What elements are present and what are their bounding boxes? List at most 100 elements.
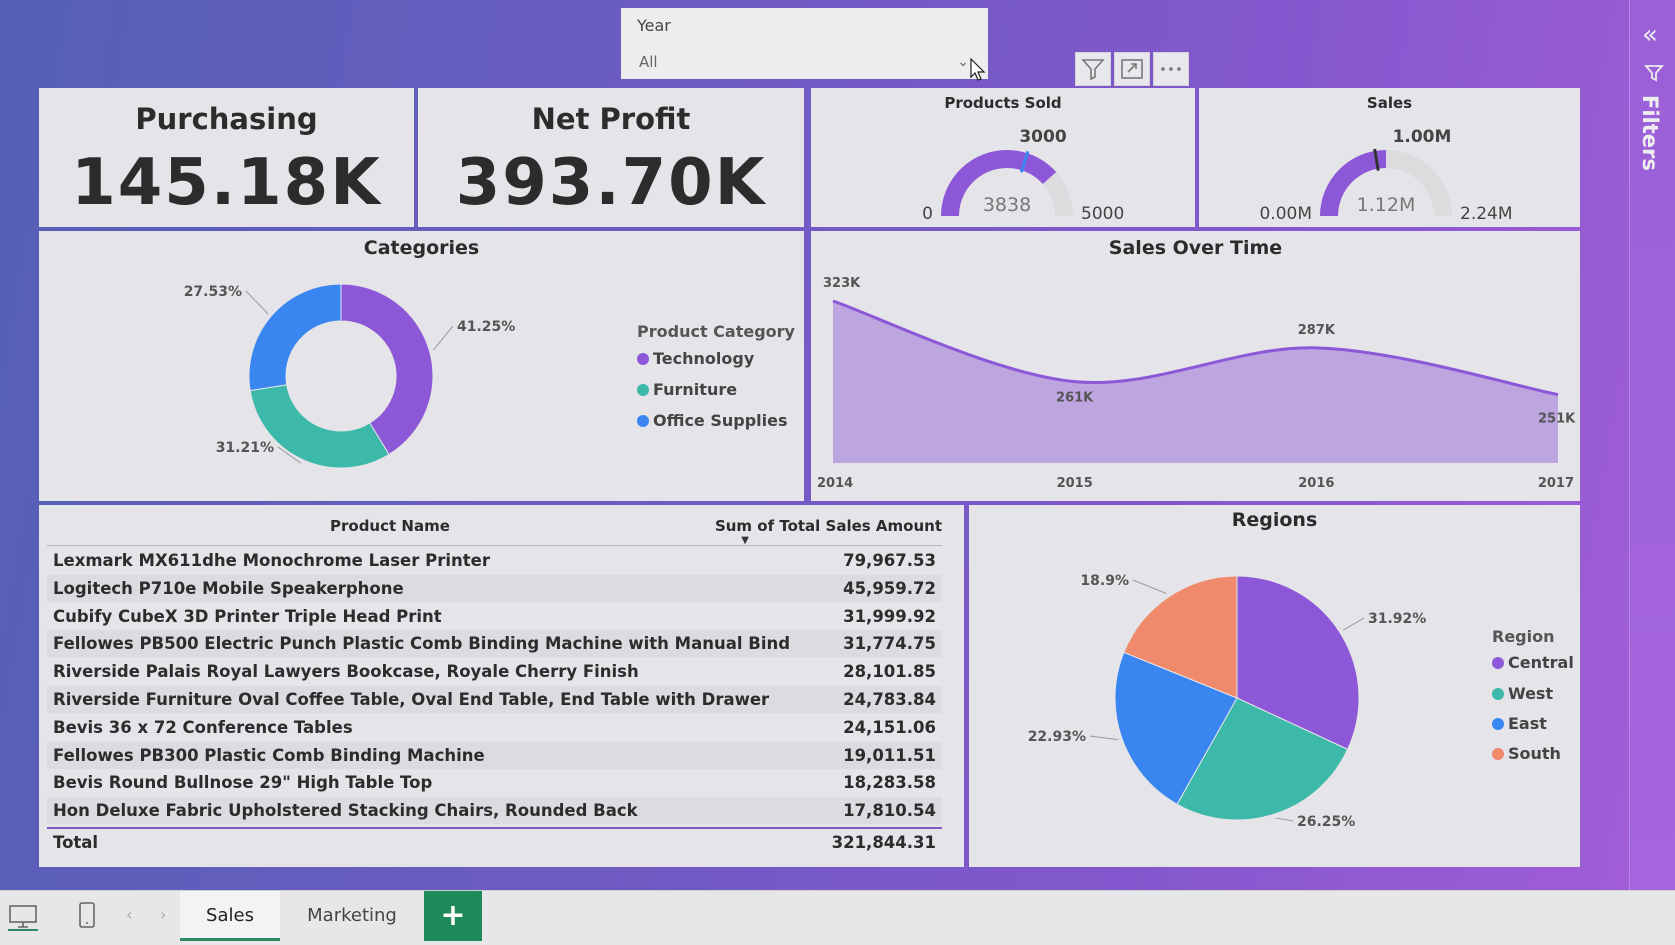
donut-leader-line <box>277 446 302 464</box>
product-name-cell: Lexmark MX611dhe Monochrome Laser Printe… <box>53 551 490 570</box>
chevron-left-icon[interactable]: ‹ <box>126 905 133 924</box>
sales-amount-cell: 28,101.85 <box>843 662 936 682</box>
categories-title: Categories <box>363 237 480 259</box>
column-header-product-name[interactable]: Product Name <box>330 517 450 535</box>
tab-marketing[interactable]: Marketing <box>307 905 397 926</box>
gauge-title: Products Sold <box>944 94 1062 112</box>
table-row[interactable]: Fellowes PB300 Plastic Comb Binding Mach… <box>47 741 942 769</box>
focus-mode-icon[interactable] <box>1114 52 1150 86</box>
area-line <box>832 299 1559 397</box>
donut-slice-label: 27.53% <box>184 284 242 300</box>
add-page-button[interactable]: + <box>424 891 482 941</box>
product-name-cell: Bevis 36 x 72 Conference Tables <box>53 717 353 737</box>
sort-desc-icon[interactable]: ▼ <box>741 535 749 546</box>
x-tick-label: 2014 <box>817 476 853 491</box>
gauge-target-label: 1.00M <box>1393 127 1452 147</box>
x-tick-label: 2016 <box>1298 476 1334 491</box>
filters-label: Filters <box>1638 95 1662 171</box>
table-row[interactable]: Cubify CubeX 3D Printer Triple Head Prin… <box>47 603 942 630</box>
kpi-value: 393.70K <box>455 146 767 220</box>
pie-leader-line <box>1132 579 1167 595</box>
donut-chart: 41.25% 31.21% 27.53% <box>184 283 515 469</box>
filters-pane[interactable] <box>1629 0 1675 890</box>
legend-title: Region <box>1492 627 1555 646</box>
legend-item-south[interactable]: South <box>1492 744 1561 763</box>
chevron-right-icon[interactable]: › <box>160 905 167 924</box>
pie-slice-label: 22.93% <box>1028 729 1086 745</box>
product-name-cell: Riverside Furniture Oval Coffee Table, O… <box>53 690 770 709</box>
gauge-fill <box>941 150 1057 216</box>
year-slicer: Year All ⌄ <box>621 8 988 79</box>
desktop-layout-icon[interactable] <box>8 903 38 935</box>
kpi-title: Net Profit <box>531 102 691 136</box>
gauge-title: Sales <box>1366 94 1413 112</box>
area-fill <box>833 301 1558 463</box>
sales-amount-cell: 18,283.58 <box>843 773 936 793</box>
data-label: 251K <box>1538 412 1576 427</box>
gauge-products-sold[interactable]: Products Sold 0 5000 3000 3838 <box>811 88 1195 227</box>
column-header-sales-amount[interactable]: Sum of Total Sales Amount <box>714 517 942 535</box>
sales-amount-cell: 17,810.54 <box>843 801 936 821</box>
page-tab-bar: ‹ › Sales Marketing + <box>0 890 1675 945</box>
table-row[interactable]: Fellowes PB500 Electric Punch Plastic Co… <box>47 630 942 658</box>
products-table[interactable]: Product Name Sum of Total Sales Amount ▼… <box>39 505 964 867</box>
legend-item-east[interactable]: East <box>1492 714 1547 733</box>
mobile-layout-icon[interactable] <box>78 901 96 933</box>
more-options-icon[interactable] <box>1153 52 1189 86</box>
donut-leader-line <box>245 290 269 315</box>
filter-icon[interactable] <box>1075 52 1111 86</box>
regions-panel[interactable]: Regions 31.92% 26.25% 22.93% 18.9% Region C… <box>969 505 1580 867</box>
gauge-min-label: 0.00M <box>1259 204 1312 224</box>
table-row[interactable]: Hon Deluxe Fabric Upholstered Stacking C… <box>47 797 942 825</box>
kpi-card-purchasing[interactable]: Purchasing 145.18K <box>39 88 414 227</box>
sales-amount-cell: 31,774.75 <box>843 634 936 654</box>
categories-panel[interactable]: Categories 41.25% 31.21% 27.53% Product Ca… <box>39 231 804 501</box>
gauge-sales[interactable]: Sales 0.00M 2.24M 1.00M 1.12M <box>1199 88 1580 227</box>
product-name-cell: Bevis Round Bullnose 29" High Table Top <box>53 773 433 793</box>
tab-sales[interactable]: Sales <box>180 891 280 941</box>
data-label: 323K <box>823 276 861 291</box>
table-row[interactable]: Bevis Round Bullnose 29" High Table Top 1… <box>47 769 942 796</box>
gauge-min-label: 0 <box>922 204 933 224</box>
table-row[interactable]: Riverside Furniture Oval Coffee Table, O… <box>47 686 942 713</box>
table-row[interactable]: Riverside Palais Royal Lawyers Bookcase,… <box>47 658 942 685</box>
kpi-value: 145.18K <box>71 146 382 220</box>
x-tick-label: 2017 <box>1538 476 1574 491</box>
pie-leader-line <box>1275 817 1294 822</box>
legend-item-central[interactable]: Central <box>1492 653 1574 672</box>
table-total-row: Total 321,844.31 <box>47 827 942 854</box>
collapse-pane-icon[interactable]: « <box>1642 20 1658 50</box>
year-dropdown[interactable]: All ⌄ <box>633 50 973 74</box>
year-dropdown-value: All <box>639 53 658 71</box>
sales-amount-cell: 31,999.92 <box>843 606 936 626</box>
gauge-max-label: 2.24M <box>1460 204 1513 224</box>
pie-slice <box>1236 575 1360 751</box>
table-row[interactable]: Lexmark MX611dhe Monochrome Laser Printe… <box>47 547 942 574</box>
legend-item-technology[interactable]: Technology <box>637 349 754 368</box>
total-label: Total <box>53 833 99 852</box>
product-name-cell: Hon Deluxe Fabric Upholstered Stacking C… <box>53 801 638 821</box>
table-row[interactable]: Logitech P710e Mobile Speakerphone 45,959… <box>47 574 942 602</box>
pie-slice <box>1123 575 1238 699</box>
legend-item-west[interactable]: West <box>1492 684 1553 703</box>
pie-slice <box>1114 651 1238 805</box>
data-label: 287K <box>1298 323 1336 338</box>
sales-amount-cell: 79,967.53 <box>843 551 936 570</box>
table-row[interactable]: Bevis 36 x 72 Conference Tables 24,151.06 <box>47 714 942 741</box>
kpi-card-net-profit[interactable]: Net Profit 393.70K <box>418 88 804 227</box>
filter-icon <box>1644 64 1664 86</box>
gauge-target-marker <box>1373 148 1380 171</box>
legend-item-office-supplies[interactable]: Office Supplies <box>637 411 788 430</box>
sales-over-time-panel[interactable]: Sales Over Time 323K 261K 287K 251K 2014 2015… <box>811 231 1580 501</box>
donut-slice-label: 41.25% <box>457 319 515 335</box>
donut-slice <box>248 283 342 392</box>
pie-slice-label: 31.92% <box>1368 611 1426 627</box>
product-name-cell: Logitech P710e Mobile Speakerphone <box>53 578 404 598</box>
gauge-max-label: 5000 <box>1081 204 1124 224</box>
legend-item-furniture[interactable]: Furniture <box>637 380 737 399</box>
gauge-value-label: 1.12M <box>1357 194 1416 216</box>
donut-slice <box>249 384 390 469</box>
gauge-chart: 0.00M 2.24M 1.00M 1.12M <box>1259 127 1513 224</box>
year-slicer-label: Year <box>637 16 671 35</box>
legend-title: Product Category <box>637 322 795 341</box>
